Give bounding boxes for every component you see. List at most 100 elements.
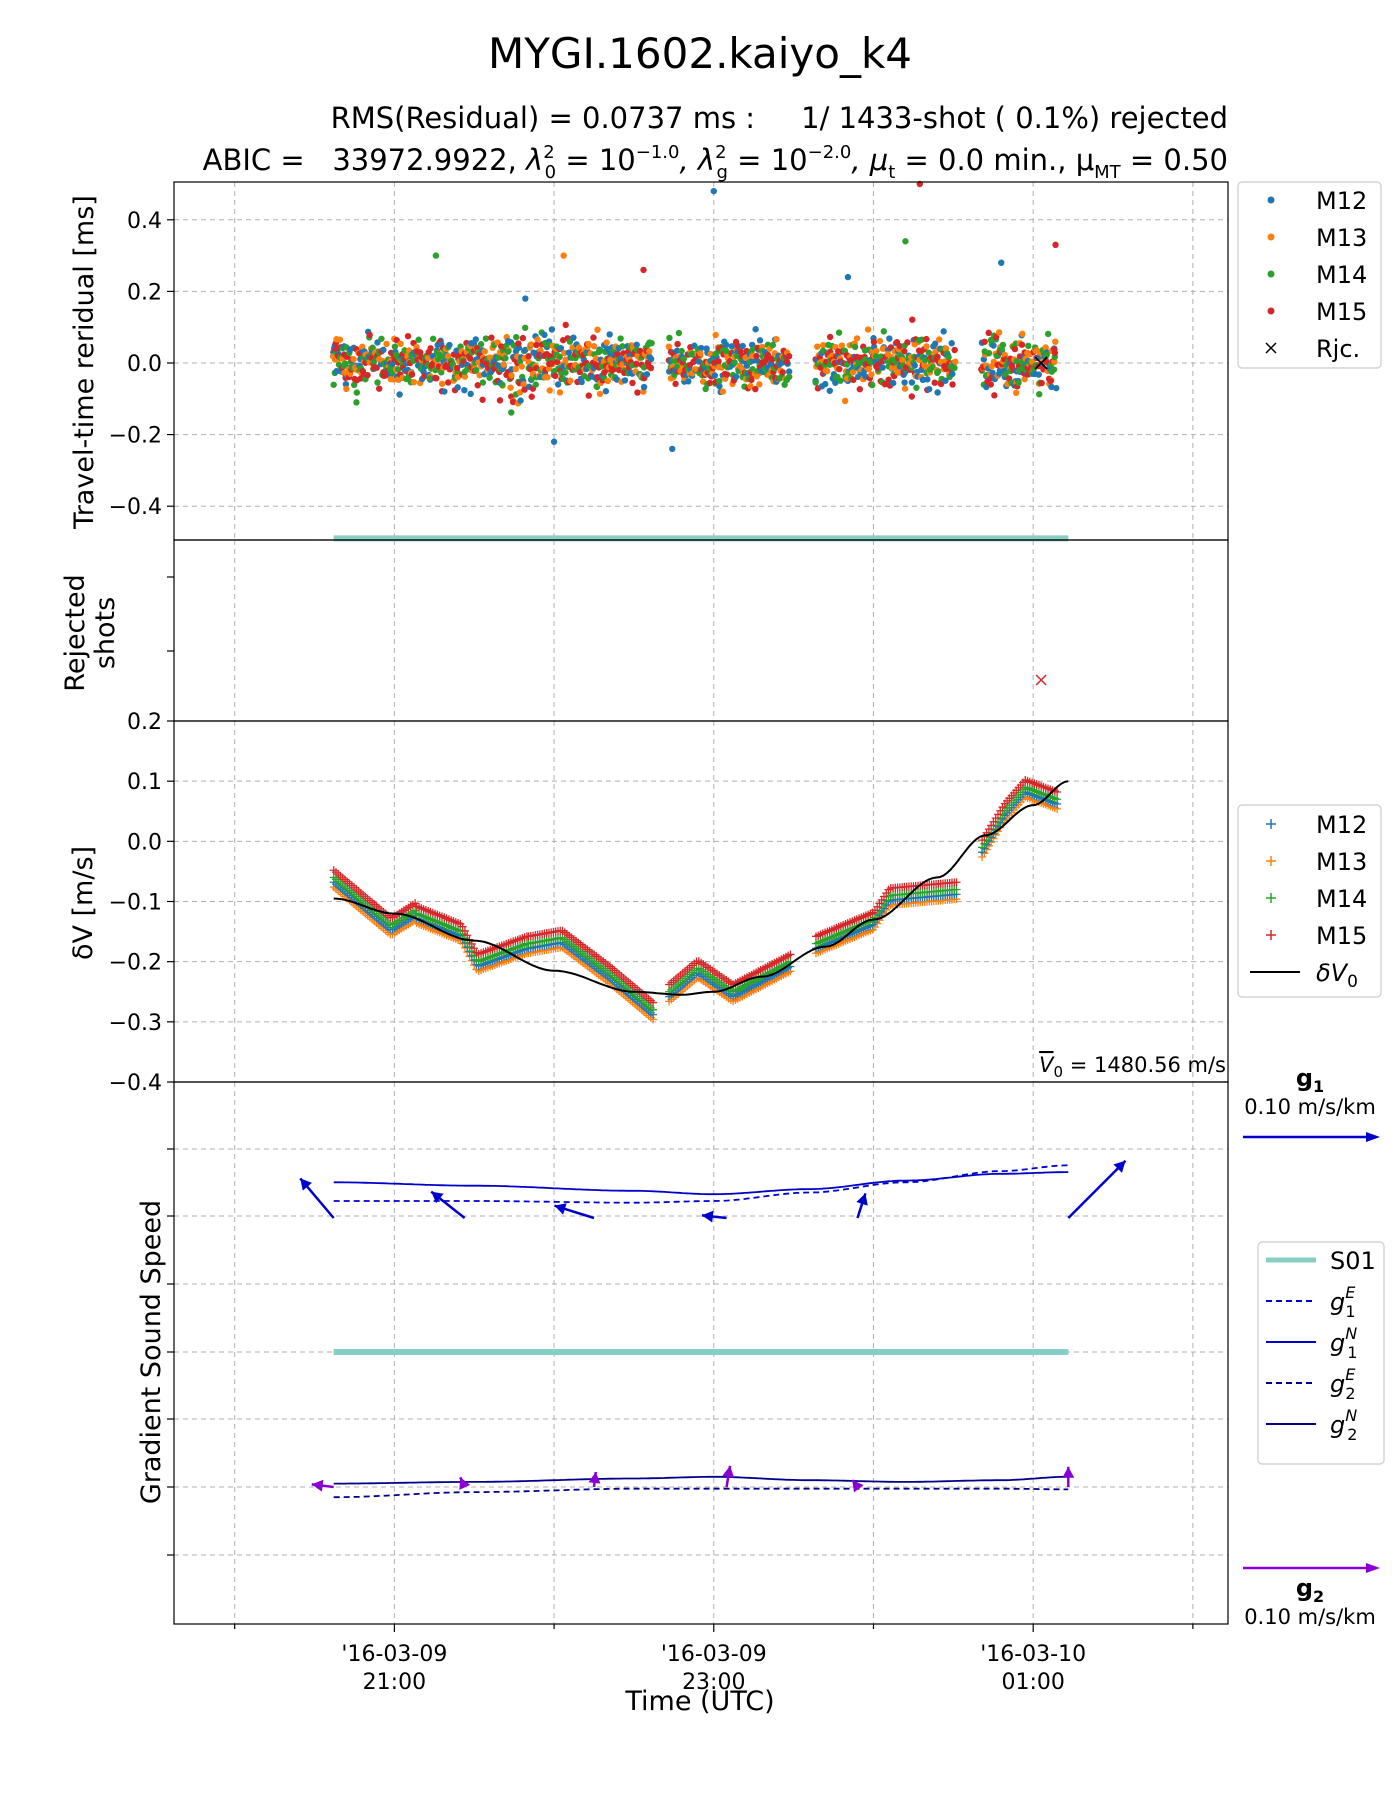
residual-point-m15 xyxy=(375,385,383,392)
residual-point-m14 xyxy=(486,374,493,381)
g1-arrow-head xyxy=(300,1178,312,1191)
residual-point-m12 xyxy=(461,386,468,394)
dv-point-m15 xyxy=(952,878,961,887)
gradient-panel xyxy=(167,1081,1229,1625)
residual-point-m14 xyxy=(835,329,843,336)
residual-point-m14 xyxy=(502,355,509,362)
residual-point-m15 xyxy=(548,360,555,367)
residual-point-m14 xyxy=(353,389,361,396)
legend-label-m12: M12 xyxy=(1316,187,1367,215)
residual-point-m12 xyxy=(454,384,461,391)
residual-outlier-m15 xyxy=(640,266,647,274)
residual-point-m13 xyxy=(500,361,507,368)
dv-point-m15 xyxy=(458,922,467,931)
residual-point-m14 xyxy=(999,341,1007,349)
residual-point-m14 xyxy=(556,353,563,361)
residual-point-m13 xyxy=(481,348,488,355)
residual-point-m13 xyxy=(838,342,846,349)
residual-outlier-m12 xyxy=(710,187,717,195)
rejected-shot-marker xyxy=(1035,674,1047,686)
residual-point-m15 xyxy=(496,397,504,404)
residual-point-m13 xyxy=(819,342,827,349)
g2-arrow-head xyxy=(722,1465,735,1478)
residual-point-m14 xyxy=(640,364,648,371)
residual-point-m12 xyxy=(685,378,692,385)
x-axis-label: Time (UTC) xyxy=(624,1686,774,1717)
legend-marker-dv-m12 xyxy=(1266,819,1276,829)
residual-point-m15 xyxy=(528,393,535,400)
residual-outlier-m14 xyxy=(432,252,440,259)
residual-point-m14 xyxy=(716,377,723,385)
x-tick-time: 21:00 xyxy=(363,1670,426,1695)
residual-point-m12 xyxy=(756,337,764,344)
g1-east-line xyxy=(333,1164,1069,1204)
residual-point-m12 xyxy=(716,382,723,390)
gradient-frame xyxy=(173,1081,1229,1625)
legend-label-s01: S01 xyxy=(1330,1247,1376,1275)
residual-point-m12 xyxy=(578,378,585,386)
residual-point-m13 xyxy=(1052,338,1059,345)
residual-point-m14 xyxy=(495,354,502,361)
g1-arrow-head xyxy=(431,1191,444,1204)
residual-point-m14 xyxy=(666,334,673,342)
x-tick-time: 23:00 xyxy=(682,1670,745,1695)
residual-point-m14 xyxy=(680,355,688,363)
g2-arrow-head xyxy=(1062,1466,1075,1478)
legend-marker-dv-m15 xyxy=(1266,930,1276,940)
residual-point-m15 xyxy=(467,355,474,362)
residual-point-m12 xyxy=(949,370,956,378)
legend-label-dv-m15: M15 xyxy=(1316,922,1367,950)
residual-outlier-m12 xyxy=(998,259,1005,266)
residual-point-m13 xyxy=(594,326,601,333)
residual-point-m15 xyxy=(521,386,528,393)
residual-point-m13 xyxy=(556,389,564,396)
legend-label-rjc: Rjc. xyxy=(1316,335,1360,363)
residual-point-m15 xyxy=(533,341,540,349)
g1-arrow-head xyxy=(554,1203,567,1215)
residual-point-m14 xyxy=(851,343,859,351)
y-tick-label: 0.4 xyxy=(127,209,162,234)
residual-point-m12 xyxy=(446,341,453,349)
residual-point-m14 xyxy=(913,384,920,391)
residual-point-m12 xyxy=(879,364,886,371)
residual-point-m14 xyxy=(731,359,738,366)
abic-line: ABIC = 33972.9922, λ2 0 = 10−1.0, λ2 g = 1… xyxy=(203,142,1228,183)
residual-point-m15 xyxy=(937,380,945,388)
residual-point-m15 xyxy=(908,393,915,400)
residual-point-m14 xyxy=(925,349,932,356)
residual-point-m12 xyxy=(924,376,931,383)
residual-point-m15 xyxy=(931,379,938,386)
residual-point-m12 xyxy=(931,340,939,347)
residual-point-m14 xyxy=(702,385,709,393)
residual-point-m15 xyxy=(951,346,958,354)
x-tick-time: 01:00 xyxy=(1001,1670,1064,1695)
rejected-ylabel: Rejectedshots xyxy=(60,574,121,691)
residual-point-m15 xyxy=(366,331,373,339)
gradient-legend-box xyxy=(1257,1241,1385,1465)
residual-point-m15 xyxy=(427,345,434,352)
residual-point-m15 xyxy=(562,321,569,329)
g2-key-arrow-head xyxy=(1366,1563,1380,1573)
g1-north-line xyxy=(333,1171,1069,1196)
residual-point-m12 xyxy=(1048,383,1055,391)
residual-point-m13 xyxy=(1012,389,1020,397)
gradient-ylabel: Gradient Sound Speed xyxy=(136,1200,167,1504)
residual-point-m14 xyxy=(353,399,360,406)
residual-point-m15 xyxy=(1047,377,1054,385)
g2-arrow-head xyxy=(852,1479,864,1493)
residual-point-m15 xyxy=(909,316,916,323)
residual-point-m12 xyxy=(925,385,933,393)
residual-point-m12 xyxy=(633,341,640,349)
residual-point-m15 xyxy=(934,353,941,360)
residual-point-m14 xyxy=(562,369,569,376)
residual-point-m13 xyxy=(865,365,873,373)
g2-arrow-head xyxy=(459,1477,471,1490)
residual-point-m12 xyxy=(472,336,479,343)
y-tick-label: 0.0 xyxy=(127,830,162,855)
residual-point-m14 xyxy=(951,364,958,372)
y-tick-label: −0.3 xyxy=(109,1011,162,1036)
residual-point-m13 xyxy=(336,336,344,343)
residual-point-m12 xyxy=(695,358,703,365)
